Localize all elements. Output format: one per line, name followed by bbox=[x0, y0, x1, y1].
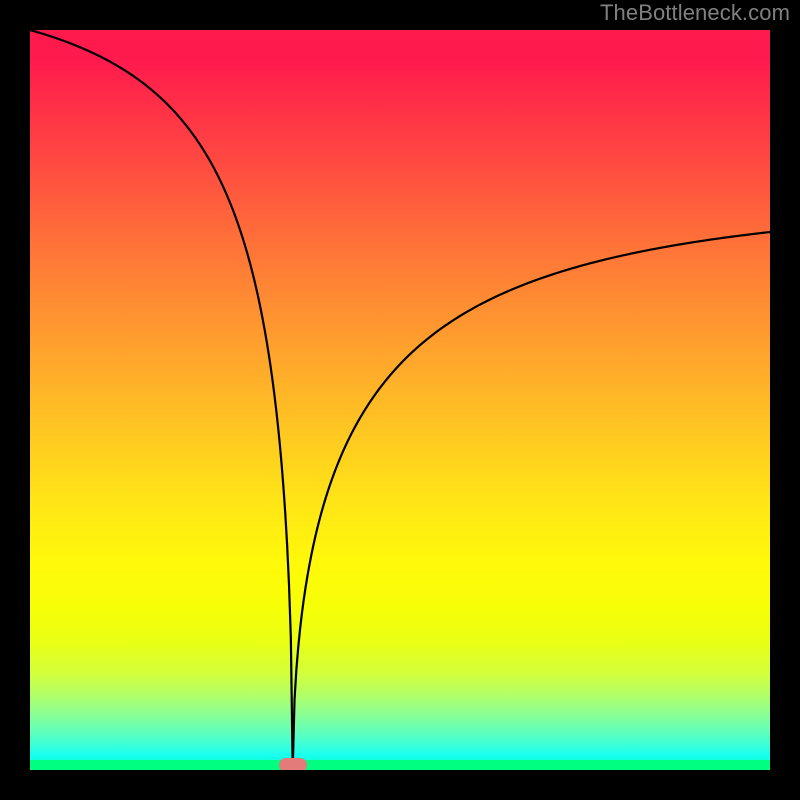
chart-container: TheBottleneck.com bbox=[0, 0, 800, 800]
watermark-text: TheBottleneck.com bbox=[600, 0, 790, 26]
plot-area bbox=[30, 30, 770, 770]
optimum-marker bbox=[279, 758, 307, 770]
bottleneck-curve bbox=[30, 30, 770, 770]
